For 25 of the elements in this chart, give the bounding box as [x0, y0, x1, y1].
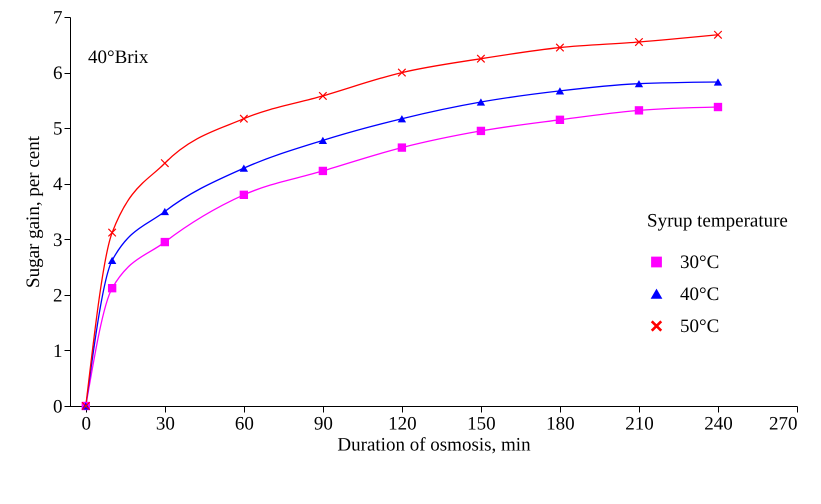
- y-tick-label: 7: [53, 8, 62, 28]
- y-tick-label: 0: [53, 396, 62, 418]
- y-tick-label: 1: [53, 340, 62, 362]
- x-axis-title: Duration of osmosis, min: [337, 434, 532, 456]
- y-tick-label: 5: [53, 118, 62, 140]
- legend-label: 50°C: [680, 316, 720, 337]
- legend-label: 30°C: [680, 252, 720, 273]
- x-tick-label: 150: [467, 414, 496, 434]
- legend-title: Syrup temperature: [647, 210, 788, 232]
- y-axis-title: Sugar gain, per cent: [23, 135, 44, 288]
- y-tick-label: 4: [53, 174, 63, 196]
- annotation: 40°Brix: [88, 47, 149, 68]
- x-tick-label: 240: [704, 414, 733, 434]
- x-tick-label: 30: [156, 414, 175, 434]
- x-tick-label: 0: [82, 414, 92, 434]
- x-tick-label: 90: [314, 414, 333, 434]
- y-tick-label: 3: [53, 230, 62, 251]
- x-tick-label: 60: [234, 414, 254, 434]
- x-tick-label: 180: [546, 414, 575, 434]
- legend-label: 40°C: [680, 284, 720, 305]
- y-tick-label: 2: [53, 285, 62, 306]
- x-tick-label: 270: [769, 414, 798, 434]
- y-tick-label: 6: [53, 63, 62, 84]
- x-tick-label: 120: [388, 414, 417, 434]
- x-tick-label: 210: [625, 414, 654, 434]
